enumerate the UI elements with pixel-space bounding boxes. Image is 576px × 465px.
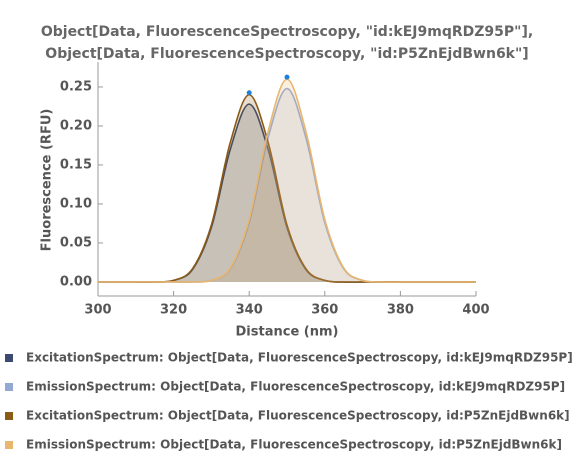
legend-label: EmissionSpectrum: Object[Data, Fluoresce… [26, 438, 562, 452]
x-tick-label: 300 [84, 303, 111, 318]
y-tick-label: 0.00 [60, 274, 92, 289]
series-area [98, 79, 476, 283]
legend-label: ExcitationSpectrum: Object[Data, Fluores… [26, 351, 573, 365]
legend-swatch [5, 412, 13, 420]
y-tick-label: 0.10 [60, 196, 92, 211]
chart-subtitle: Object[Data, FluorescenceSpectroscopy, "… [45, 46, 528, 62]
legend-swatch [5, 383, 13, 391]
y-tick-label: 0.15 [60, 157, 92, 172]
series-area [98, 104, 476, 283]
legend-swatch [5, 354, 13, 362]
peak-marker [246, 90, 252, 96]
legend-label: ExcitationSpectrum: Object[Data, Fluores… [26, 409, 570, 423]
y-tick-label: 0.05 [60, 235, 92, 250]
chart-title: Object[Data, FluorescenceSpectroscopy, "… [41, 24, 533, 40]
x-tick-label: 380 [387, 303, 414, 318]
x-tick-label: 340 [236, 303, 263, 318]
x-tick-label: 320 [160, 303, 187, 318]
x-tick-label: 400 [462, 303, 489, 318]
y-tick-label: 0.25 [60, 79, 92, 94]
legend-swatch [5, 441, 13, 449]
x-tick-label: 360 [311, 303, 338, 318]
peak-marker [284, 74, 290, 80]
y-tick-label: 0.20 [60, 118, 92, 133]
y-axis-label: Fluorescence (RFU) [40, 109, 55, 252]
series-area [98, 94, 476, 283]
legend-label: EmissionSpectrum: Object[Data, Fluoresce… [26, 380, 565, 394]
x-axis-label: Distance (nm) [236, 325, 339, 340]
series-area [98, 88, 476, 283]
